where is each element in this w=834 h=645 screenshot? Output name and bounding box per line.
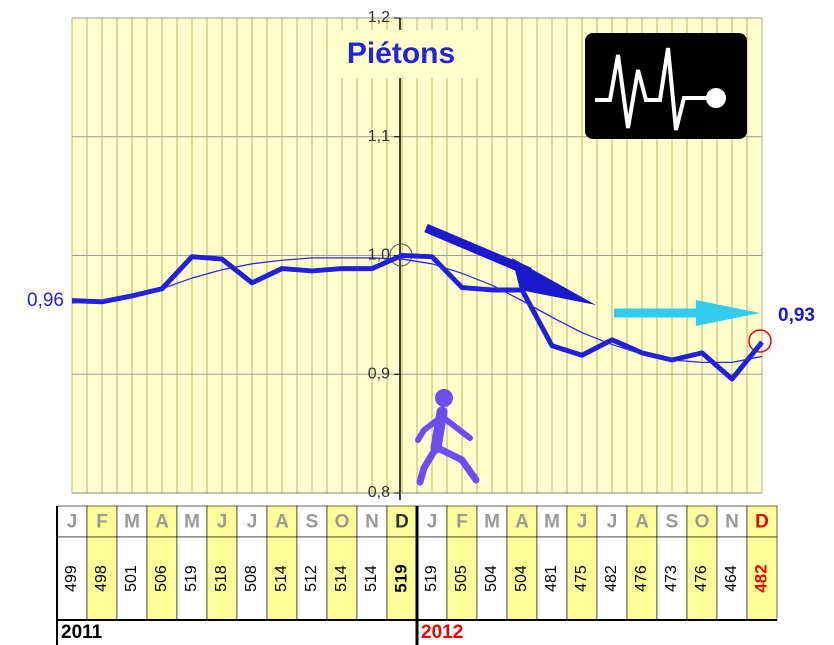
count-cell: [296, 536, 328, 621]
count-cell: [176, 536, 208, 621]
count-label: 514: [363, 565, 380, 592]
y-tick-label: 1,1: [368, 128, 390, 145]
month-cell: [686, 505, 718, 538]
count-label: 518: [213, 565, 230, 592]
count-label: 512: [303, 565, 320, 592]
count-label: 519: [391, 564, 410, 592]
trend-line: [71, 257, 763, 364]
month-cell: [386, 505, 418, 538]
year-label: 2011: [61, 622, 103, 643]
count-label: 476: [633, 565, 650, 592]
month-cell: [656, 505, 688, 538]
month-label: N: [725, 512, 739, 533]
month-label: S: [666, 512, 679, 533]
month-label: O: [695, 512, 710, 533]
y-tick-label: 1,0: [368, 247, 390, 264]
down-arrow: [424, 223, 596, 305]
month-label: F: [96, 512, 108, 533]
y-tick-label: 1,2: [368, 9, 390, 26]
count-label: 504: [483, 565, 500, 592]
count-cell: [356, 536, 388, 621]
month-cell: [626, 505, 658, 538]
count-cell: [116, 536, 148, 621]
month-label: A: [635, 512, 649, 533]
month-cell: [536, 505, 568, 538]
count-cell: [626, 536, 658, 621]
month-cell: [746, 505, 778, 538]
month-cell: [596, 505, 628, 538]
count-cell: [566, 536, 598, 621]
month-label: J: [67, 512, 78, 533]
month-label: M: [124, 512, 140, 533]
walker-icon: [415, 389, 480, 486]
heartbeat-icon: [585, 33, 747, 139]
count-label: 514: [333, 565, 350, 592]
month-label: S: [306, 512, 319, 533]
count-cell: [686, 536, 718, 621]
count-label: 482: [751, 564, 770, 592]
month-cell: [56, 505, 88, 538]
count-label: 505: [453, 565, 470, 592]
year-label: 2012: [421, 622, 463, 643]
count-label: 464: [723, 565, 740, 592]
month-label: N: [365, 512, 379, 533]
month-cell: [266, 505, 298, 538]
month-cell: [446, 505, 478, 538]
series-line: [71, 253, 764, 382]
month-label: J: [427, 512, 438, 533]
month-label: J: [607, 512, 618, 533]
month-cell: [176, 505, 208, 538]
count-cell: [206, 536, 238, 621]
count-label: 475: [573, 565, 590, 592]
month-label: M: [184, 512, 200, 533]
count-cell: [86, 536, 118, 621]
count-label: 508: [243, 565, 260, 592]
title-bg: [330, 30, 478, 78]
month-label: J: [577, 512, 588, 533]
count-label: 473: [663, 565, 680, 592]
data-table: J 499 F 498 M 501 A 506 M 519 J 518 J 508 A 514 S 512 O 514…: [56, 505, 778, 645]
count-label: 504: [513, 565, 530, 592]
count-cell: [596, 536, 628, 621]
count-label: 498: [93, 565, 110, 592]
month-cell: [86, 505, 118, 538]
end-annotation: 0,93: [778, 305, 815, 326]
count-cell: [746, 536, 778, 621]
month-label: O: [335, 512, 350, 533]
month-cell: [116, 505, 148, 538]
month-cell: [236, 505, 268, 538]
month-label: J: [247, 512, 258, 533]
month-cell: [476, 505, 508, 538]
month-label: A: [155, 512, 169, 533]
y-tick-label: 0,8: [368, 484, 390, 501]
month-cell: [506, 505, 538, 538]
count-label: 499: [63, 565, 80, 592]
month-label: A: [275, 512, 289, 533]
month-label: A: [515, 512, 529, 533]
count-label: 514: [273, 565, 290, 592]
count-label: 481: [543, 565, 560, 592]
count-label: 519: [183, 565, 200, 592]
month-label: D: [395, 512, 409, 533]
count-label: 482: [603, 565, 620, 592]
count-label: 506: [153, 565, 170, 592]
start-annotation: 0,96: [27, 290, 64, 311]
month-label: F: [456, 512, 468, 533]
month-label: J: [217, 512, 228, 533]
count-label: 501: [123, 565, 140, 592]
count-cell: [536, 536, 568, 621]
count-label: 519: [423, 565, 440, 592]
count-label: 476: [693, 565, 710, 592]
month-label: D: [755, 512, 769, 533]
marker-circle: [748, 329, 772, 353]
count-cell: [386, 536, 418, 621]
count-cell: [236, 536, 268, 621]
chart-title: Piétons: [347, 37, 455, 70]
count-cell: [446, 536, 478, 621]
flat-arrow: [614, 300, 760, 326]
month-label: M: [544, 512, 560, 533]
y-tick-label: 0,9: [368, 365, 390, 382]
month-label: M: [484, 512, 500, 533]
